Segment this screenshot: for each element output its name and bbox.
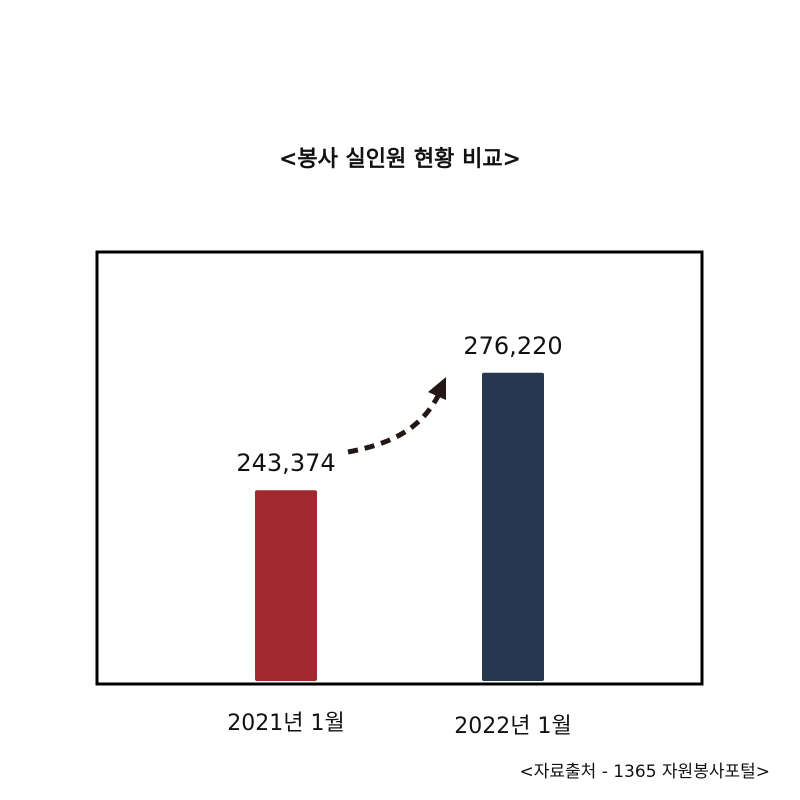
bar (482, 372, 544, 681)
arrow-head (428, 377, 446, 400)
trend-arrow (347, 394, 441, 455)
plot-frame (95, 250, 704, 686)
x-tick-label: 2021년 1월 (227, 711, 344, 736)
source-note: <자료출처 - 1365 자원봉사포털> (520, 762, 771, 782)
chart-title: <봉사 실인원 현황 비교> (279, 147, 521, 172)
bar (255, 490, 317, 681)
value-label: 276,220 (463, 332, 562, 360)
value-label: 243,374 (236, 449, 335, 477)
x-tick-label: 2022년 1월 (454, 714, 571, 739)
